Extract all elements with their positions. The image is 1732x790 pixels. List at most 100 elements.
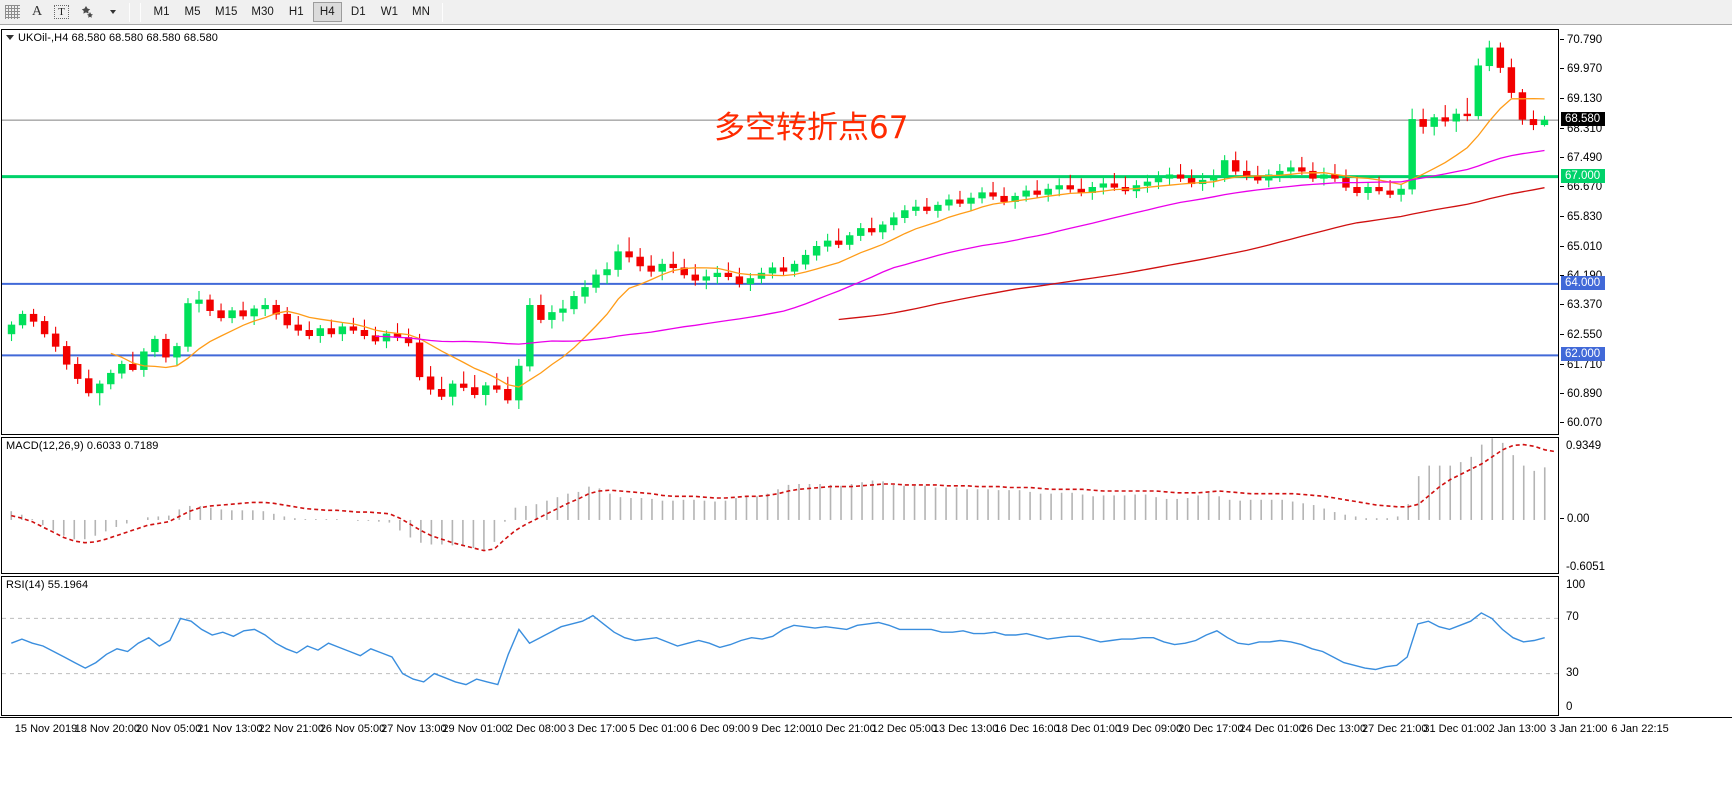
timeframe-h4[interactable]: H4 bbox=[312, 2, 342, 22]
level-badge-67[interactable]: 67.000 bbox=[1561, 168, 1606, 183]
candle bbox=[934, 204, 942, 211]
candle bbox=[868, 228, 876, 233]
timeframe-mn[interactable]: MN bbox=[412, 6, 430, 18]
time-tick: 27 Dec 21:00 bbox=[1362, 723, 1428, 735]
candle bbox=[636, 256, 644, 267]
timeframe-m1[interactable]: M1 bbox=[153, 6, 170, 18]
macd-signal-line bbox=[11, 443, 1556, 552]
candle bbox=[1441, 117, 1449, 122]
price-axis[interactable]: 70.790 69.970 69.130 68.310 67.490 66.670 65.8… bbox=[1560, 25, 1732, 790]
candle bbox=[625, 251, 633, 258]
candle bbox=[1154, 178, 1163, 183]
candle bbox=[559, 308, 567, 313]
crosshair-grid-icon[interactable] bbox=[1, 2, 24, 23]
candle bbox=[338, 326, 347, 335]
timeframe-m30[interactable]: M30 bbox=[251, 6, 274, 18]
candle bbox=[1375, 187, 1383, 192]
time-tick: 19 Dec 09:00 bbox=[1116, 723, 1183, 735]
toolbar-divider-2 bbox=[140, 2, 141, 22]
time-tick: 27 Nov 13:00 bbox=[381, 723, 447, 735]
candle bbox=[713, 272, 722, 277]
candle bbox=[1099, 183, 1108, 188]
candle bbox=[967, 197, 975, 204]
chart-window: UKOil-,H4 68.580 68.580 68.580 68.580 多空… bbox=[0, 25, 1732, 790]
price-tick-text: 67.490 bbox=[1567, 152, 1603, 165]
candle bbox=[1309, 170, 1317, 179]
collapse-triangle-icon[interactable] bbox=[6, 35, 14, 40]
price-tick: 60.890 bbox=[1560, 388, 1602, 400]
time-tick: 13 Dec 13:00 bbox=[932, 723, 999, 735]
candle bbox=[283, 313, 291, 326]
toolbar-divider-3 bbox=[441, 2, 443, 22]
candle bbox=[1055, 185, 1063, 190]
price-tick-text: 60.890 bbox=[1567, 388, 1603, 401]
price-tick-text: 61.710 bbox=[1567, 358, 1603, 371]
candle bbox=[691, 274, 700, 281]
candle bbox=[845, 235, 854, 245]
grid-glyph bbox=[5, 5, 20, 19]
candle bbox=[1265, 174, 1273, 181]
price-tick-text: 60.070 bbox=[1567, 417, 1603, 430]
candle bbox=[504, 389, 512, 401]
macd-tick-zero: 0.00 bbox=[1560, 513, 1589, 525]
candle bbox=[1066, 185, 1074, 190]
time-axis[interactable]: 15 Nov 2019 18 Nov 20:00 20 Nov 05:00 21 No… bbox=[0, 717, 1732, 790]
chart-annotation-text: 多空转折点67 bbox=[714, 110, 909, 146]
price-plot bbox=[2, 40, 1558, 409]
candle bbox=[470, 387, 479, 395]
candle bbox=[702, 276, 711, 281]
macd-plot bbox=[10, 438, 1556, 552]
timeframe-h1[interactable]: H1 bbox=[288, 6, 304, 18]
candle bbox=[62, 346, 71, 365]
candle bbox=[1033, 190, 1041, 195]
candle bbox=[1298, 167, 1306, 172]
timeframe-m5[interactable]: M5 bbox=[184, 6, 201, 18]
candle bbox=[570, 296, 578, 310]
candle bbox=[96, 383, 104, 394]
current-price-badge[interactable]: 68.580 bbox=[1561, 112, 1606, 127]
candle bbox=[978, 192, 986, 199]
candle bbox=[614, 251, 622, 270]
text-box-icon[interactable]: T bbox=[50, 2, 73, 23]
text-label-icon[interactable]: A bbox=[31, 4, 43, 19]
price-tick: 62.550 bbox=[1560, 329, 1602, 341]
candle bbox=[757, 272, 766, 279]
candle bbox=[515, 365, 523, 401]
rsi-tick-100: 100 bbox=[1566, 579, 1586, 591]
time-tick: 16 Dec 16:00 bbox=[994, 723, 1060, 735]
rsi-pane[interactable]: RSI(14) 55.1964 bbox=[1, 576, 1559, 716]
candle bbox=[1254, 176, 1262, 181]
toolbar-divider bbox=[129, 2, 130, 22]
level-badge-64[interactable]: 64.000 bbox=[1561, 275, 1606, 290]
time-tick: 20 Dec 17:00 bbox=[1178, 723, 1244, 735]
macd-pane[interactable]: MACD(12,26,9) 0.6033 0.7189 bbox=[1, 437, 1559, 574]
candle bbox=[592, 274, 600, 288]
rsi-tick-70: 70 bbox=[1566, 611, 1579, 624]
price-pane-label-text: UKOil-,H4 68.580 68.580 68.580 68.580 bbox=[18, 32, 219, 44]
objects-dropdown-arrow[interactable] bbox=[101, 2, 123, 23]
candle bbox=[217, 310, 225, 319]
objects-icon[interactable] bbox=[75, 2, 99, 23]
moving-average-line bbox=[838, 187, 1545, 321]
price-tick-text: 66.670 bbox=[1567, 181, 1603, 194]
price-pane[interactable]: UKOil-,H4 68.580 68.580 68.580 68.580 多空… bbox=[1, 29, 1559, 435]
candle bbox=[162, 338, 170, 358]
price-tick: 69.970 bbox=[1560, 63, 1602, 75]
candle bbox=[724, 272, 733, 277]
candle bbox=[382, 333, 391, 342]
level-badge-62[interactable]: 62.000 bbox=[1561, 347, 1606, 362]
time-tick: 31 Dec 01:00 bbox=[1423, 723, 1489, 735]
main-toolbar: A T M1 M5 M15 M30 H1 H4 D1 W1 MN bbox=[0, 0, 1732, 25]
time-tick: 29 Nov 01:00 bbox=[442, 723, 508, 735]
time-tick: 26 Nov 05:00 bbox=[319, 723, 386, 735]
candle bbox=[768, 267, 777, 274]
candle bbox=[1540, 119, 1549, 126]
timeframe-m15[interactable]: M15 bbox=[215, 6, 238, 18]
timeframe-d1[interactable]: D1 bbox=[350, 6, 366, 18]
timeframe-w1[interactable]: W1 bbox=[380, 6, 398, 18]
price-tick: 70.790 bbox=[1560, 34, 1602, 46]
macd-pane-label: MACD(12,26,9) 0.6033 0.7189 bbox=[6, 440, 159, 452]
textbox-glyph: T bbox=[54, 5, 69, 19]
candle bbox=[140, 351, 148, 370]
candle bbox=[1485, 47, 1494, 67]
